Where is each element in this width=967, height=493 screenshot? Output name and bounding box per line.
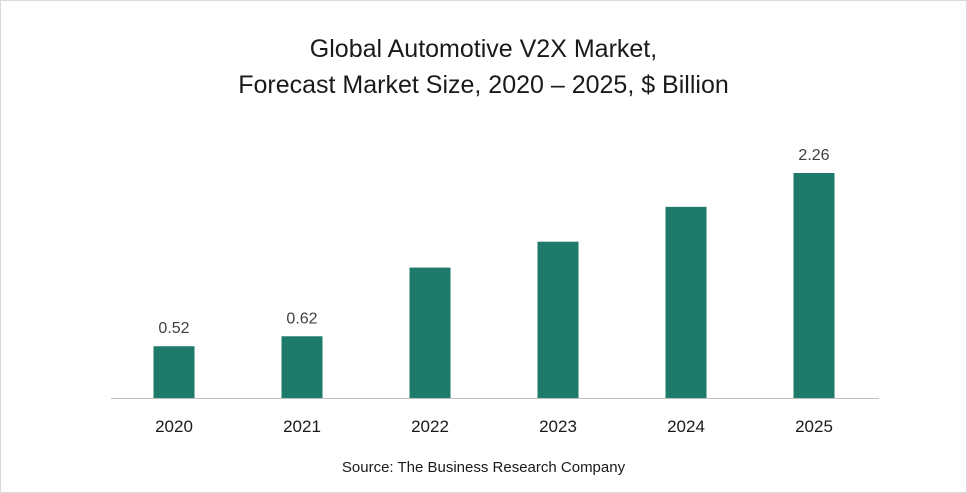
bar-2023 [537, 241, 579, 398]
x-tick-label-2024: 2024 [667, 417, 705, 436]
chart-title-line-1: Global Automotive V2X Market, [309, 35, 658, 63]
x-tick-label-2025: 2025 [795, 417, 833, 436]
bar-2020 [153, 346, 195, 398]
x-tick-label-2023: 2023 [539, 417, 577, 436]
bar-2024 [665, 206, 707, 398]
x-tick-label-2021: 2021 [283, 417, 321, 436]
x-tick-label-2022: 2022 [411, 417, 449, 436]
data-label-2025: 2.26 [798, 147, 829, 164]
bar-2021 [281, 336, 323, 398]
data-label-2020: 0.52 [158, 320, 189, 337]
bar-2025 [793, 173, 835, 398]
bar-2022 [409, 267, 451, 398]
data-label-2021: 0.62 [286, 310, 317, 327]
x-tick-label-2020: 2020 [155, 417, 193, 436]
chart-title: Global Automotive V2X Market, Forecast M… [1, 31, 966, 103]
source-note: Source: The Business Research Company [341, 459, 626, 476]
chart-title-line-2: Forecast Market Size, 2020 – 2025, $ Bil… [238, 71, 729, 99]
